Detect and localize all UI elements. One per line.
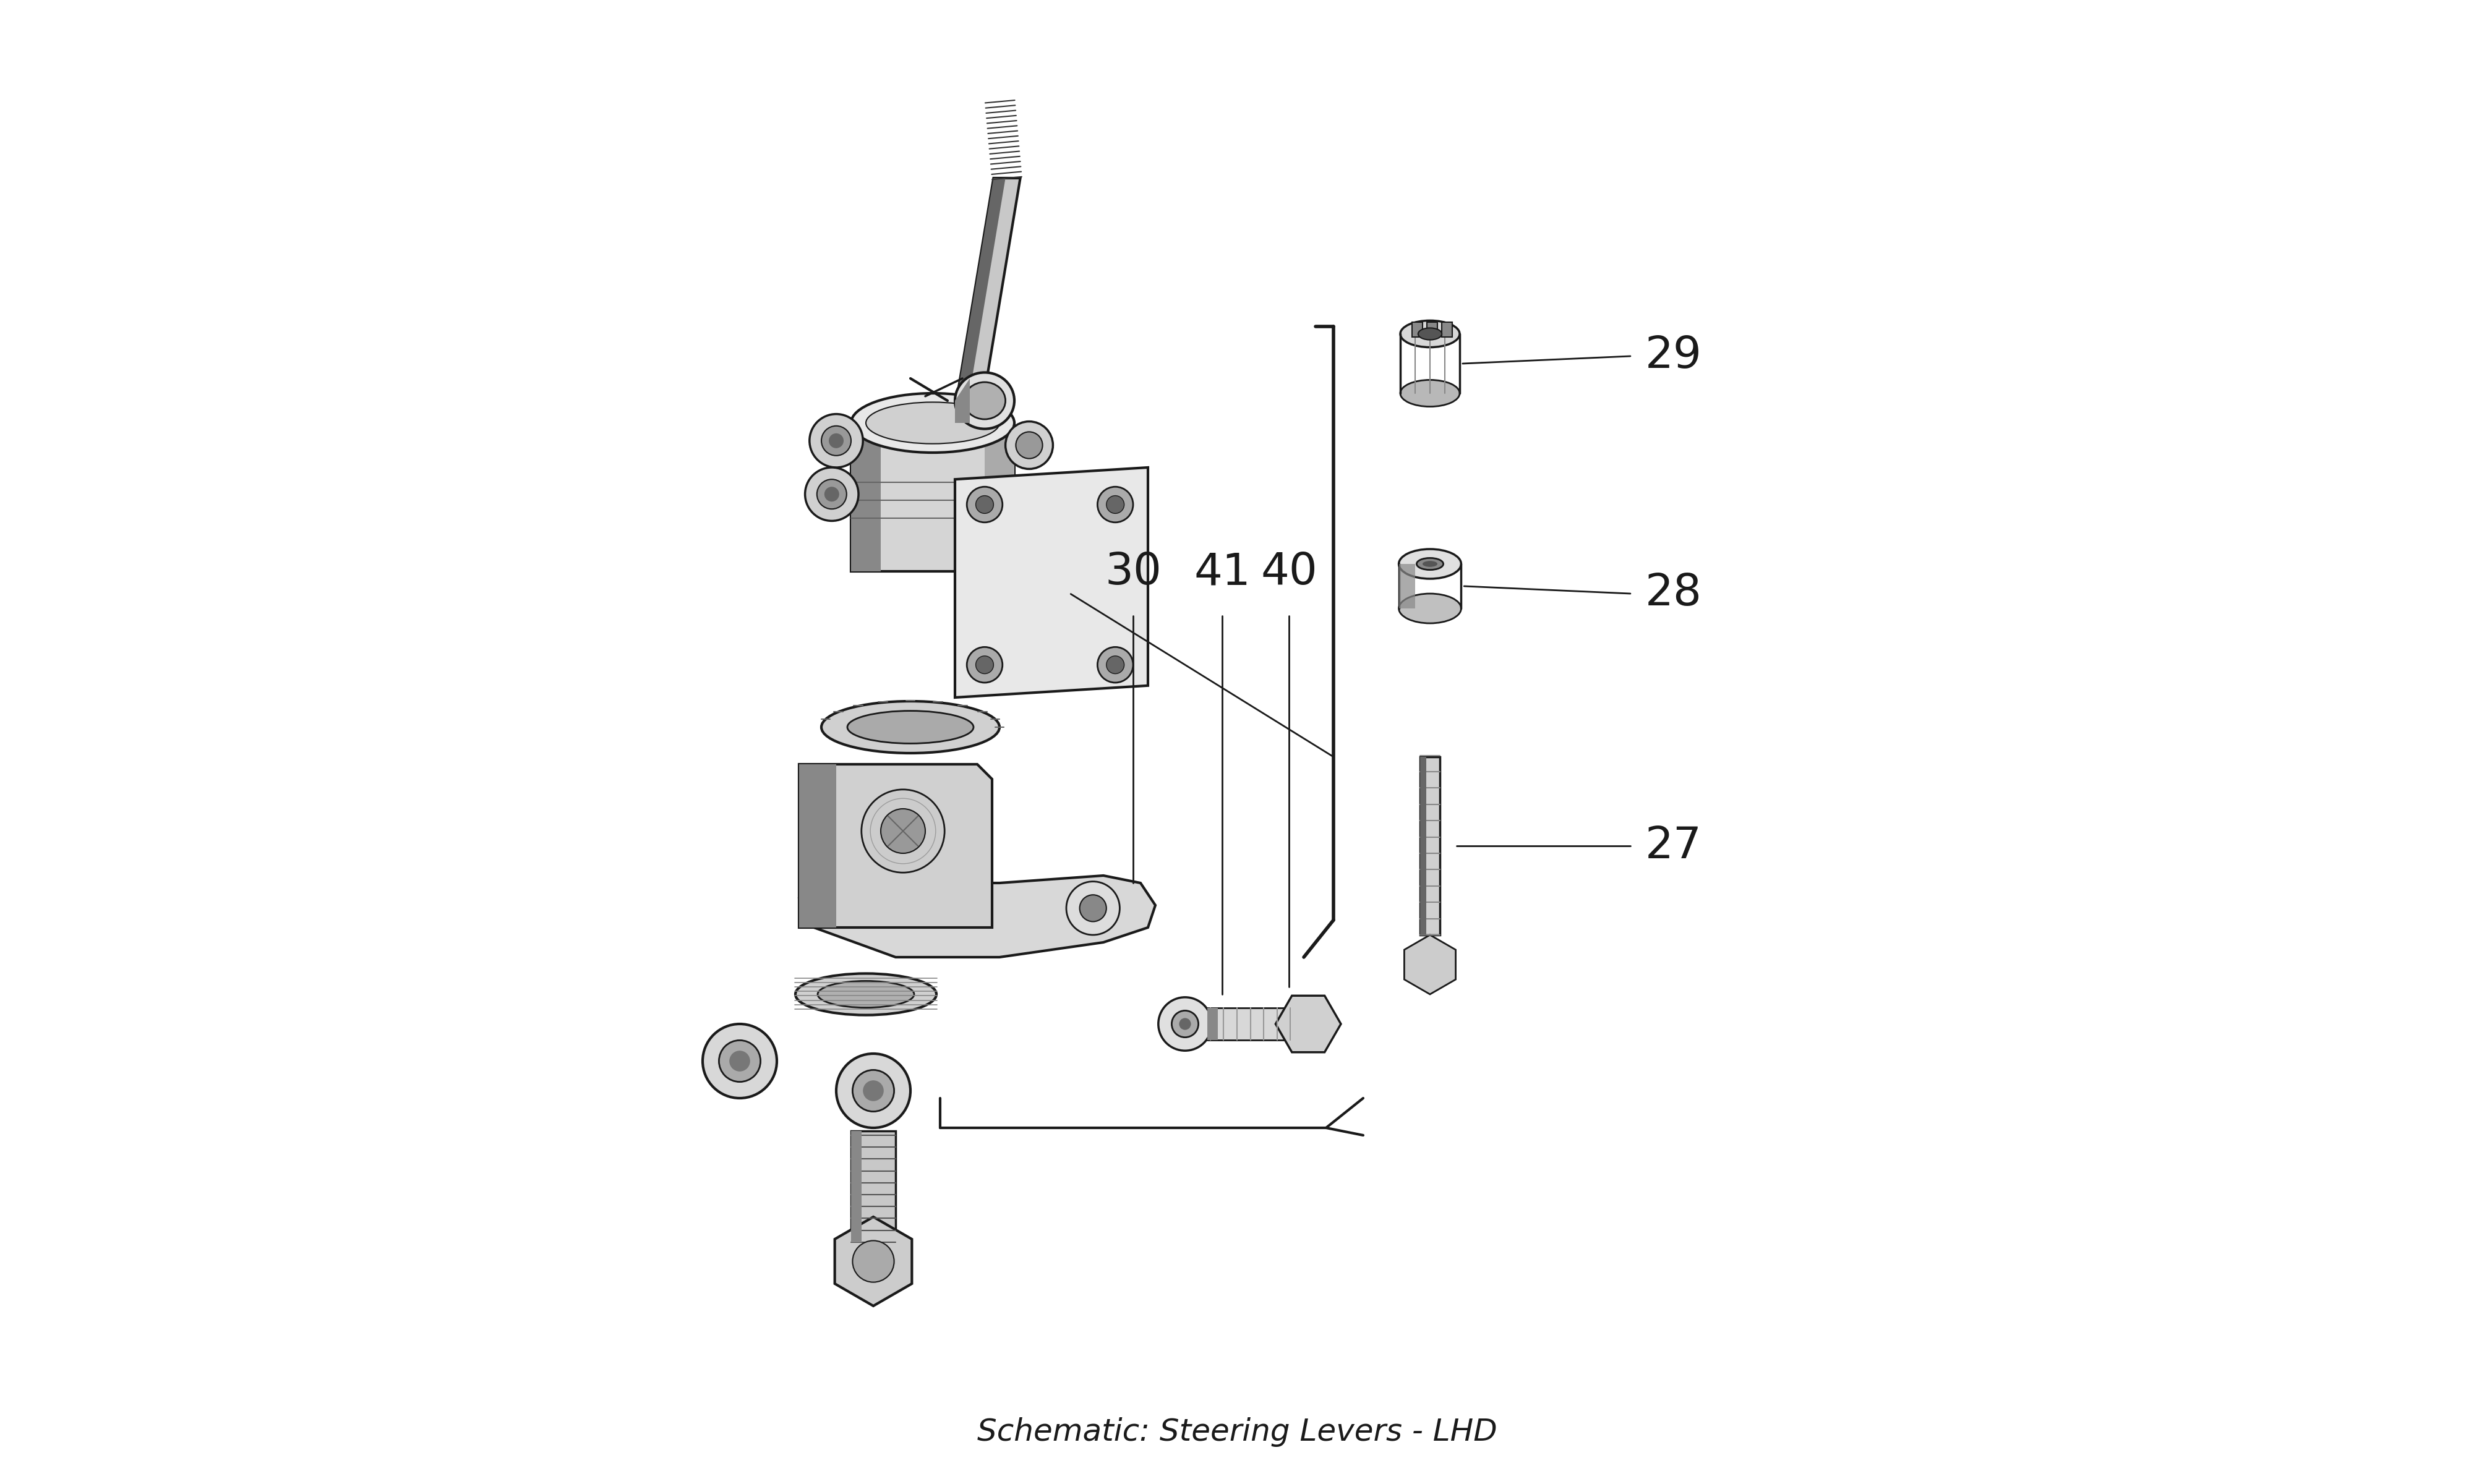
Ellipse shape [955,372,1014,429]
Polygon shape [957,178,1004,401]
Circle shape [975,656,995,674]
Circle shape [975,496,995,513]
Circle shape [1098,487,1133,522]
Circle shape [863,1080,883,1101]
Circle shape [1066,881,1121,935]
Circle shape [816,479,846,509]
Ellipse shape [816,981,915,1008]
Ellipse shape [1400,380,1460,407]
Polygon shape [1420,757,1425,935]
Circle shape [730,1051,750,1071]
Polygon shape [799,764,992,927]
Polygon shape [955,378,970,423]
Ellipse shape [1398,594,1462,623]
Ellipse shape [851,393,1014,453]
Polygon shape [955,467,1148,697]
Polygon shape [1398,564,1415,608]
Text: 29: 29 [1645,335,1702,377]
Circle shape [804,467,858,521]
Text: 28: 28 [1645,573,1702,614]
Circle shape [829,433,844,448]
Circle shape [1106,656,1123,674]
Ellipse shape [1418,328,1442,340]
Ellipse shape [1398,549,1462,579]
Circle shape [1173,1011,1197,1037]
Polygon shape [1207,1008,1309,1040]
Circle shape [720,1040,760,1082]
Circle shape [1158,997,1212,1051]
Circle shape [821,426,851,456]
Circle shape [836,1054,910,1128]
Polygon shape [851,1131,896,1242]
Polygon shape [1413,322,1423,337]
Circle shape [1004,421,1054,469]
Ellipse shape [846,711,975,743]
Ellipse shape [1423,561,1437,567]
Circle shape [854,1241,893,1282]
Circle shape [703,1024,777,1098]
Circle shape [967,647,1002,683]
Polygon shape [957,178,1019,401]
Polygon shape [799,868,1155,957]
Circle shape [1017,432,1042,459]
Polygon shape [1207,1008,1217,1040]
Ellipse shape [965,381,1004,418]
Polygon shape [851,423,1014,571]
Polygon shape [851,423,881,571]
Circle shape [1098,647,1133,683]
Circle shape [967,487,1002,522]
Polygon shape [799,764,836,927]
Text: 41: 41 [1195,551,1249,594]
Ellipse shape [866,402,999,444]
Polygon shape [834,1217,913,1306]
Polygon shape [799,898,836,927]
Circle shape [1106,496,1123,513]
Polygon shape [1277,996,1341,1052]
Text: 40: 40 [1262,551,1316,594]
Polygon shape [1405,935,1455,994]
Circle shape [1180,1018,1190,1030]
Polygon shape [851,1131,861,1242]
Circle shape [854,1070,893,1112]
Circle shape [809,414,863,467]
Ellipse shape [1400,321,1460,347]
Ellipse shape [821,700,999,752]
Circle shape [881,809,925,853]
Text: 27: 27 [1645,825,1702,867]
Ellipse shape [1418,558,1442,570]
Circle shape [1079,895,1106,922]
Polygon shape [1427,322,1437,337]
Polygon shape [1442,322,1452,337]
Circle shape [861,789,945,873]
Text: Schematic: Steering Levers - LHD: Schematic: Steering Levers - LHD [977,1417,1497,1447]
Circle shape [824,487,839,502]
Polygon shape [1420,757,1440,935]
Text: 30: 30 [1106,551,1160,594]
Polygon shape [985,423,1014,571]
Ellipse shape [797,974,935,1015]
